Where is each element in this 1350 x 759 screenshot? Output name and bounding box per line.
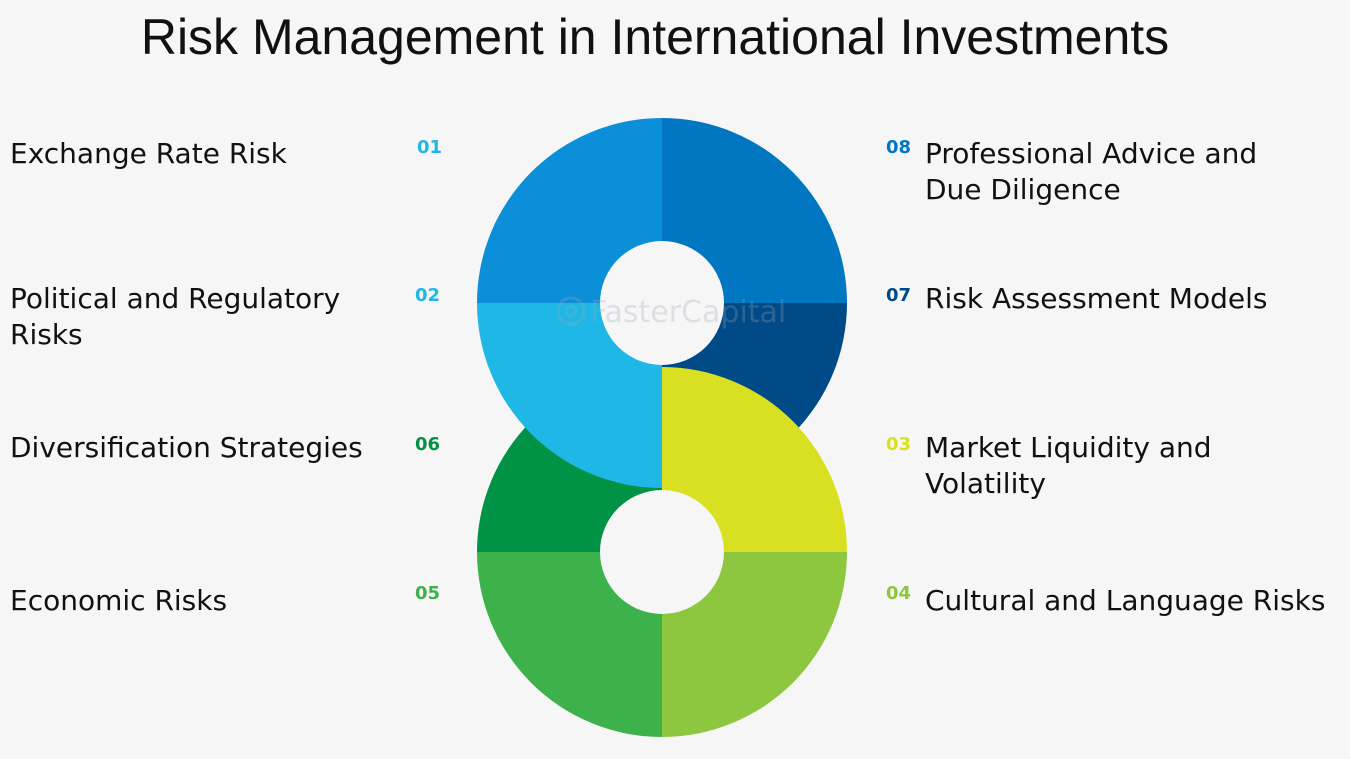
bottom-ring-center	[600, 490, 724, 614]
label-professional-advice: Professional Advice and Due Diligence	[925, 137, 1258, 206]
segment-05	[477, 552, 662, 737]
label-economic-risks: Economic Risks	[10, 584, 228, 617]
segment-03	[662, 367, 847, 552]
number-08: 08	[886, 137, 912, 158]
top-ring-center	[600, 241, 724, 365]
segment-02	[477, 303, 662, 488]
segment-08	[662, 118, 847, 303]
number-05: 05	[415, 583, 441, 604]
label-cultural-language-risks: Cultural and Language Risks	[925, 584, 1326, 617]
watermark-text: FasterCapital	[590, 295, 786, 330]
segment-01	[477, 118, 662, 303]
label-exchange-rate-risk: Exchange Rate Risk	[10, 137, 287, 170]
number-02: 02	[415, 285, 441, 306]
number-06: 06	[415, 434, 441, 455]
watermark-logo-icon	[556, 296, 586, 326]
label-risk-assessment-models: Risk Assessment Models	[925, 282, 1268, 315]
number-07: 07	[886, 285, 912, 306]
number-01: 01	[417, 137, 443, 158]
label-diversification-strategies: Diversification Strategies	[10, 431, 363, 464]
number-04: 04	[886, 583, 912, 604]
segment-04	[662, 552, 847, 737]
page-title: Risk Management in International Investm…	[140, 9, 1170, 65]
watermark: FasterCapital	[556, 295, 786, 330]
label-market-liquidity: Market Liquidity and Volatility	[925, 431, 1212, 500]
label-political-regulatory-risks: Political and Regulatory Risks	[10, 282, 341, 351]
number-03: 03	[886, 434, 912, 455]
